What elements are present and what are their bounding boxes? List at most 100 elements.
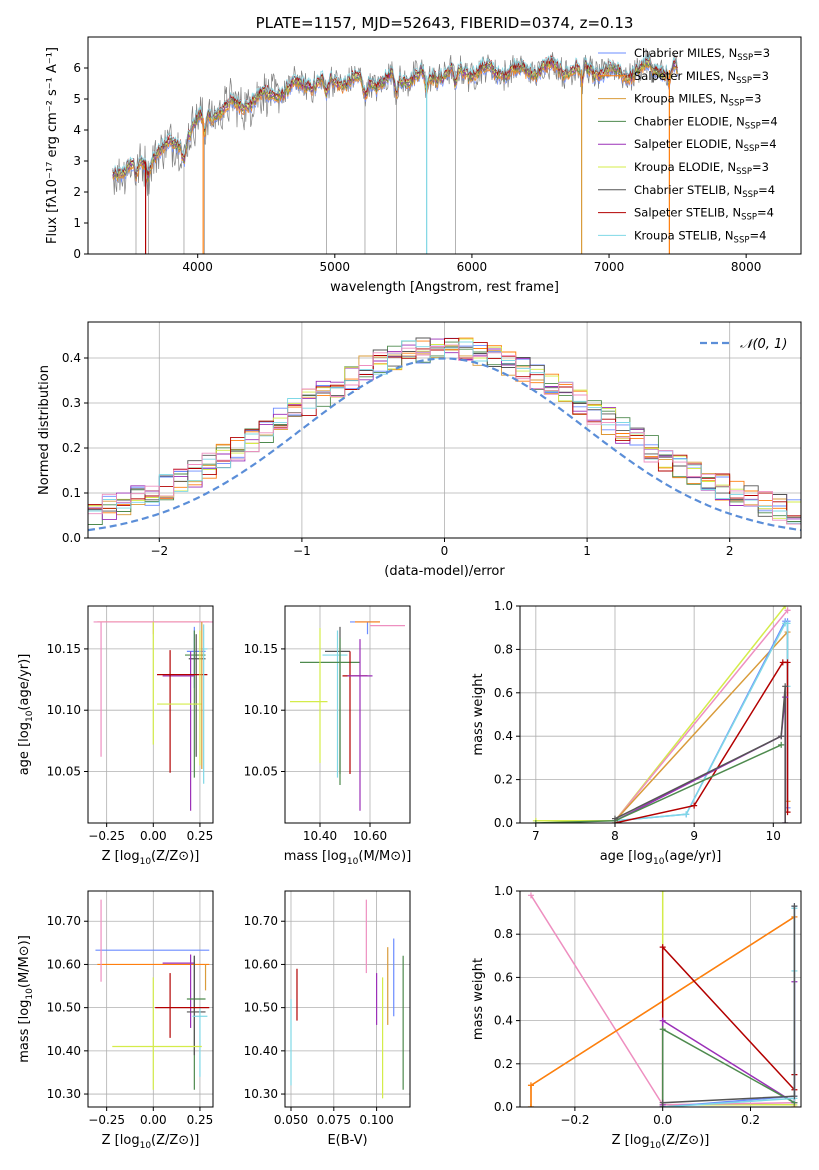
mass-age-frame: 10.40 10.60 10.05 10.10 10.15 mass [log10(M/M…: [244, 605, 411, 867]
log-tspan: log: [17, 1000, 32, 1020]
x-axis-label: E(B-V): [327, 1133, 367, 1148]
y-tick-label: 0.2: [494, 1057, 513, 1071]
weight-series-line: [661, 981, 796, 1105]
errorbar-point: [342, 651, 368, 774]
legend-label-main: Salpeter ELODIE, N: [634, 137, 744, 151]
histogram-series-step: [88, 340, 801, 524]
label-tspan: (data-model)/error: [384, 564, 505, 579]
axes-frame: [87, 890, 214, 1108]
y-tick-label: 10.50: [244, 1001, 278, 1015]
y-tick-label: 3: [73, 154, 81, 168]
label-tspan: mass [: [17, 1019, 32, 1062]
label-tspan: (Z/Z⊙)]: [661, 1133, 709, 1148]
x-tick-label: 0.00: [140, 829, 167, 843]
x-tick-label: 7000: [594, 260, 625, 274]
weight-marker: [527, 892, 534, 899]
x-tick-label: 1: [583, 544, 591, 558]
legend-label-main: Chabrier ELODIE, N: [634, 114, 745, 128]
y-tick-label: 0.8: [494, 642, 513, 656]
weight-marker: [784, 620, 791, 627]
y-axis-label: age [log10(age/yr)]: [17, 654, 35, 776]
legend-label-sub: SSP: [741, 213, 757, 223]
weight-series-line: [662, 906, 796, 1107]
mass-age-axes: [285, 606, 410, 823]
spectrum-frame: 4000 5000 6000 7000 8000 0 1 2 3 4 5 6 wavelength [A…: [45, 14, 802, 295]
weight-series-line: [661, 945, 796, 1107]
y-axis-label: Flux [fλ10⁻¹⁷ erg cm⁻² s⁻¹ A⁻¹]: [45, 47, 60, 244]
weight-marker: [791, 903, 798, 910]
x-tick-label: 9: [690, 829, 698, 843]
y-tick-label: 6: [73, 61, 81, 75]
weight-marker: [532, 820, 539, 823]
y-tick-label: 4: [73, 123, 81, 137]
errorbar-point: [157, 630, 202, 766]
weight-marker: [778, 741, 785, 748]
weight-marker: [659, 891, 666, 894]
x-tick-label: 7: [532, 829, 540, 843]
ebv-mass-axes: [285, 891, 410, 1107]
y-tick-label: 10.50: [47, 1001, 81, 1015]
y-tick-label: 10.40: [47, 1044, 81, 1058]
x-axis-label: age [log10(age/yr)]: [600, 849, 722, 867]
log-sub-tspan: 10: [653, 857, 665, 867]
y-tick-label: 10.05: [244, 765, 278, 779]
x-tick-label: −0.2: [560, 1113, 589, 1127]
x-tick-label: 0.25: [187, 1113, 214, 1127]
axes-frame: [519, 890, 802, 1108]
y-tick-label: 0.2: [494, 773, 513, 787]
z-weight-axes: [520, 890, 801, 1108]
errorbar-point: [162, 954, 195, 1028]
log-tspan: log: [120, 849, 140, 864]
y-tick-label: 0.0: [494, 816, 513, 830]
chart-title: PLATE=1157, MJD=52643, FIBERID=0374, z=0…: [256, 14, 634, 32]
y-tick-label: 0.8: [494, 927, 513, 941]
weight-marker: [659, 944, 666, 951]
label-tspan: E(B-V): [327, 1133, 367, 1148]
y-tick-label: 10.15: [244, 642, 278, 656]
x-axis-label: Z [log10(Z/Z⊙)]: [102, 849, 200, 867]
legend-label-suffix: =4: [758, 183, 775, 197]
label-tspan: age [: [600, 849, 633, 864]
x-tick-label: 0.00: [140, 1113, 167, 1127]
legend-label-main: Salpeter STELIB, N: [634, 206, 741, 220]
legend-label-main: Chabrier MILES, N: [634, 46, 737, 60]
weight-series-line: [614, 630, 789, 822]
y-tick-label: 0.1: [62, 486, 81, 500]
x-tick-label: 10: [766, 829, 781, 843]
legend-label: Salpeter MILES, NSSP=3: [634, 69, 769, 86]
y-tick-label: 0.6: [494, 970, 513, 984]
x-tick-label: 0.0: [653, 1113, 672, 1127]
legend-label: Chabrier MILES, NSSP=3: [634, 46, 770, 63]
legend-label-suffix: =3: [752, 160, 769, 174]
axes-frame: [87, 36, 802, 255]
label-tspan: Z [: [612, 1133, 630, 1148]
errorbar-point: [155, 973, 210, 1038]
weight-marker: [778, 733, 785, 740]
legend-label: Kroupa ELODIE, NSSP=3: [634, 160, 769, 177]
x-tick-label: 4000: [182, 260, 213, 274]
weight-marker: [782, 683, 789, 690]
legend-label-sub: SSP: [736, 76, 752, 86]
x-tick-label: −0.25: [88, 1113, 125, 1127]
x-tick-label: −0.25: [88, 829, 125, 843]
x-tick-label: 10.40: [303, 829, 337, 843]
legend-label: Salpeter STELIB, NSSP=4: [634, 206, 774, 223]
weight-marker: [659, 1099, 666, 1106]
x-tick-label: 8000: [731, 260, 762, 274]
axes-frame: [519, 605, 802, 824]
y-tick-label: 1.0: [494, 884, 513, 898]
weight-series-line: [535, 606, 786, 822]
weight-series-line: [614, 661, 789, 823]
y-tick-label: 0.6: [494, 686, 513, 700]
weight-marker: [527, 1082, 534, 1089]
x-tick-label: 8: [611, 829, 619, 843]
weight-marker: [611, 815, 618, 822]
weight-series-line: [614, 686, 786, 823]
legend-label-main: Kroupa STELIB, N: [634, 228, 734, 242]
legend-label-suffix: =4: [757, 206, 774, 220]
axes-frame: [284, 605, 411, 824]
log-sub-tspan: 10: [25, 988, 35, 1000]
label-tspan: wavelength [Angstrom, rest frame]: [330, 280, 559, 295]
